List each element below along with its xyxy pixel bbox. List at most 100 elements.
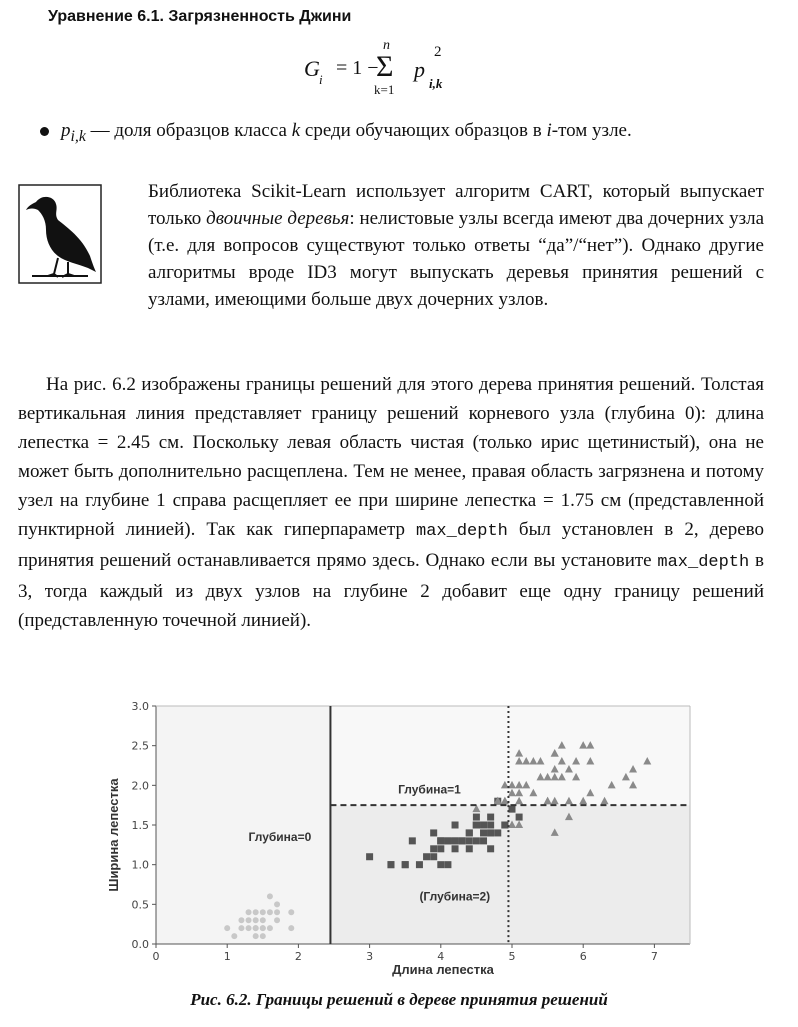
- setosa-point: [245, 917, 252, 924]
- x-tick-label: 6: [580, 950, 587, 963]
- setosa-point: [266, 909, 273, 916]
- setosa-point: [288, 925, 295, 932]
- x-tick-label: 2: [295, 950, 302, 963]
- bullet-definition: pi,k — доля образцов класса k среди обуч…: [40, 120, 632, 146]
- setosa-point: [274, 909, 281, 916]
- setosa-point: [274, 901, 281, 908]
- figure-caption: Рис. 6.2. Границы решений в дереве приня…: [190, 990, 608, 1009]
- setosa-point: [259, 917, 266, 924]
- decision-boundary-chart: 0 1 2 3 4 5 6 7 0.0 0.5 1.0 1.5 2.0 2.5 3.0 Глубина=0 Гл…: [106, 700, 691, 977]
- versicolor-point: [437, 845, 445, 853]
- virginica-point: [550, 828, 559, 836]
- crow-icon: [18, 184, 102, 284]
- versicolor-point: [472, 813, 480, 821]
- virginica-point: [550, 772, 559, 781]
- virginica-point: [550, 749, 559, 757]
- virginica-point: [629, 780, 638, 789]
- annotation-label: Глубина=1: [398, 782, 461, 796]
- virginica-point: [536, 757, 545, 765]
- setosa-point: [252, 925, 259, 932]
- virginica-point: [572, 772, 581, 781]
- versicolor-point: [487, 845, 495, 853]
- setosa-point: [238, 917, 245, 924]
- x-tick-label: 3: [366, 950, 373, 963]
- versicolor-point: [472, 837, 480, 845]
- setosa-point: [238, 925, 245, 932]
- virginica-point: [472, 804, 481, 813]
- para-code-2: max_depth: [657, 553, 750, 572]
- versicolor-point: [465, 829, 473, 837]
- annotation-label: Глубина=0: [249, 830, 312, 844]
- versicolor-point: [430, 829, 438, 837]
- virginica-point: [522, 780, 531, 789]
- versicolor-point: [508, 805, 516, 813]
- virginica-point: [579, 741, 588, 749]
- bullet-text-a: — доля образцов класса: [85, 120, 292, 141]
- region-bottom-right: [330, 805, 690, 944]
- setosa-point: [259, 933, 266, 940]
- formula-lower: k=1: [374, 82, 395, 97]
- bullet-k: k: [291, 120, 301, 141]
- y-tick-label: 2.0: [132, 779, 150, 792]
- virginica-point: [508, 780, 516, 789]
- region-top-right: [330, 706, 690, 806]
- virginica-point: [515, 788, 524, 797]
- versicolor-point: [387, 861, 395, 869]
- versicolor-point: [444, 861, 452, 869]
- virginica-point: [564, 812, 573, 821]
- x-tick-label: 4: [437, 950, 444, 963]
- setosa-point: [259, 909, 266, 916]
- para-text-a: На рис. 6.2 изображены границы решений д…: [18, 374, 764, 540]
- setosa-point: [274, 917, 281, 924]
- virginica-point: [572, 757, 581, 765]
- versicolor-point: [480, 821, 488, 829]
- versicolor-point: [451, 837, 459, 845]
- formula-p-sup: 2: [434, 44, 442, 60]
- setosa-point: [224, 925, 231, 932]
- virginica-point: [508, 820, 516, 828]
- virginica-point: [557, 741, 566, 749]
- virginica-point: [557, 772, 566, 781]
- x-tick-label: 5: [509, 950, 516, 963]
- versicolor-point: [458, 837, 466, 845]
- setosa-point: [259, 925, 266, 932]
- versicolor-point: [451, 821, 459, 829]
- bullet-text-c: -том узле.: [551, 120, 632, 141]
- virginica-point: [522, 757, 531, 765]
- versicolor-point: [444, 837, 452, 845]
- versicolor-point: [366, 853, 374, 861]
- versicolor-point: [408, 837, 416, 845]
- virginica-point: [643, 757, 652, 765]
- virginica-point: [543, 772, 552, 781]
- virginica-point: [543, 796, 552, 805]
- bullet-term: p: [61, 120, 71, 141]
- versicolor-point: [480, 829, 488, 837]
- virginica-point: [550, 764, 559, 773]
- para-code-1: max_depth: [416, 522, 508, 541]
- y-axis-label: Ширина лепестка: [106, 778, 121, 892]
- virginica-point: [515, 820, 524, 828]
- formula-lhs: G: [304, 56, 320, 81]
- versicolor-point: [472, 821, 480, 829]
- versicolor-point: [437, 861, 445, 869]
- note-text-a: Библиотека Scikit-Learn использует алгор…: [148, 181, 764, 229]
- virginica-point: [607, 780, 616, 789]
- virginica-point: [515, 749, 524, 757]
- setosa-point: [266, 893, 273, 900]
- virginica-point: [515, 780, 524, 789]
- virginica-point: [550, 796, 559, 805]
- x-tick-label: 1: [224, 950, 231, 963]
- virginica-point: [515, 757, 524, 765]
- virginica-point: [536, 772, 545, 781]
- virginica-point: [586, 741, 595, 749]
- versicolor-point: [451, 845, 459, 853]
- versicolor-point: [494, 829, 502, 837]
- formula-lhs-sub: i: [319, 72, 323, 87]
- versicolor-point: [401, 861, 409, 869]
- versicolor-point: [437, 837, 445, 845]
- virginica-point: [629, 764, 638, 773]
- virginica-point: [529, 757, 538, 765]
- setosa-point: [245, 909, 252, 916]
- body-paragraph: На рис. 6.2 изображены границы решений д…: [18, 370, 764, 635]
- virginica-point: [500, 796, 509, 805]
